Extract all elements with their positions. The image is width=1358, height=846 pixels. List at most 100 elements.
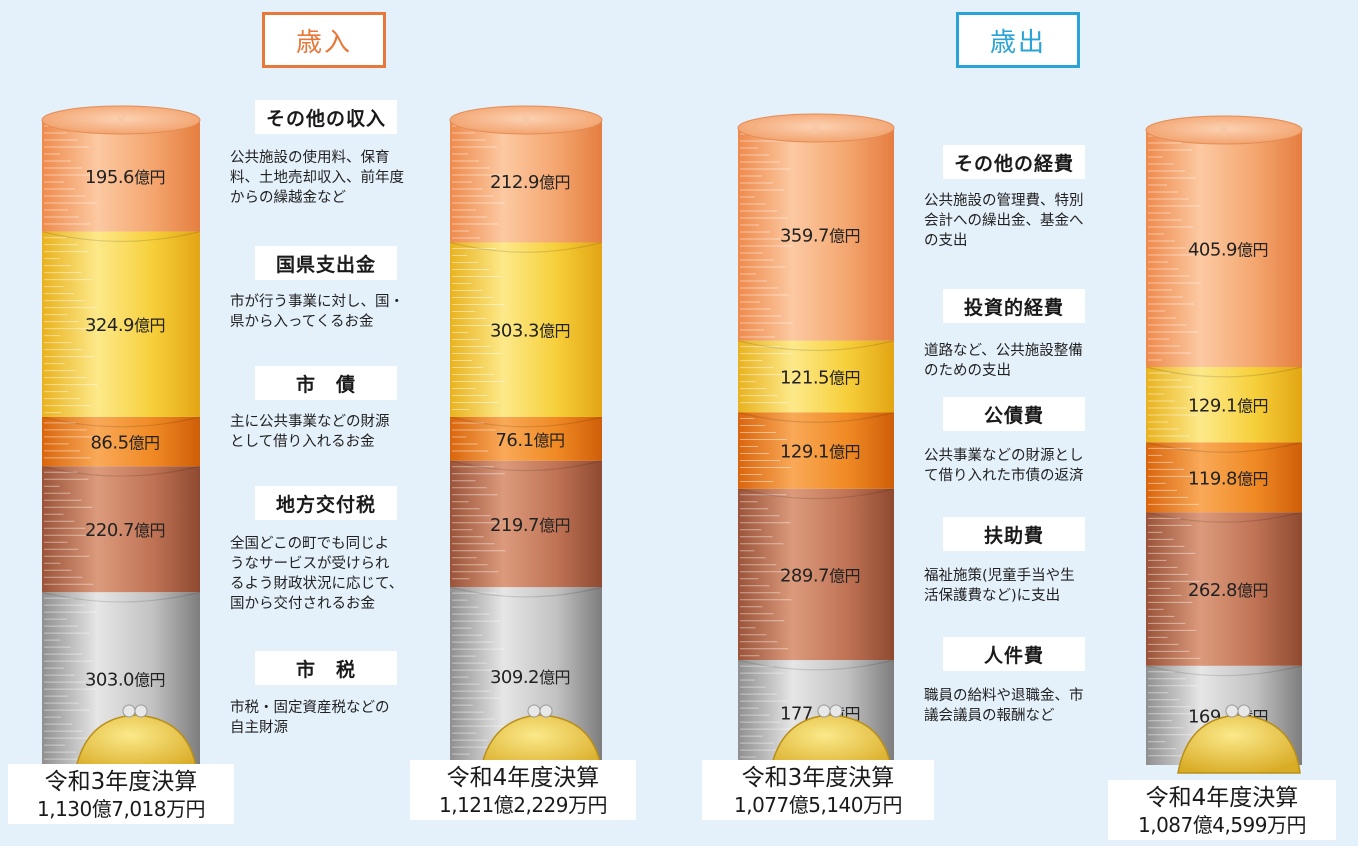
value-label: 129.1億円: [1188, 396, 1268, 417]
expenditure-heading: 歳出: [956, 12, 1080, 68]
coin-top-face: [449, 105, 603, 135]
caption-revenue-r4: 令和4年度決算 1,121億2,229万円: [410, 760, 636, 820]
expenditure-cat-other-desc: 公共施設の管理費、特別 会計への繰出金、基金へ の支出: [924, 193, 1084, 249]
revenue-cat-grants: 国県支出金: [255, 246, 397, 280]
expenditure-cat-personnel-desc: 職員の給料や退職金、市 議会議員の報酬など: [924, 688, 1084, 724]
segment-boundary: [449, 586, 603, 598]
stack-segment: [1146, 367, 1302, 443]
stack-segment: [738, 488, 894, 661]
coin-stack-0: ¥303.0億円 220.7億円 86.5億円 324.9億円 195.6億円: [41, 105, 201, 774]
value-label: 121.5億円: [780, 368, 860, 389]
expenditure-cat-investment-desc: 道路など、公共施設整備 のための支出: [924, 343, 1083, 379]
expenditure-cat-debt-service-desc: 公共事業などの財源とし て借り入れた市債の返済: [924, 448, 1084, 484]
coin-stack-1: ¥309.2億円 219.7億円 76.1億円 303.3億円 212.9億円: [449, 105, 603, 774]
coin-purse: [74, 714, 198, 774]
stack-segment: [738, 128, 894, 341]
stack-segment: [450, 120, 602, 243]
value-label: 195.6億円: [85, 167, 165, 188]
coin-top-face: [1145, 115, 1303, 145]
stack-segment: [738, 340, 894, 413]
purse-clasp-ball: [829, 704, 843, 718]
value-label: 220.7億円: [85, 520, 165, 541]
segment-boundary: [449, 460, 603, 472]
yen-mark: ¥: [810, 118, 821, 139]
segment-boundary: [1145, 366, 1303, 378]
value-label: 303.3億円: [490, 321, 570, 342]
stack-segment: [42, 120, 200, 232]
segment-boundary: [737, 659, 895, 671]
value-label: 309.2億円: [490, 667, 570, 688]
caption-total: 1,130億7,018万円: [36, 797, 206, 821]
purse-clasp-ball: [817, 704, 831, 718]
revenue-heading: 歳入: [262, 12, 386, 68]
coin-purse: [1177, 714, 1301, 774]
segment-boundary: [449, 241, 603, 253]
value-label: 76.1億円: [495, 430, 564, 451]
expenditure-cat-welfare: 扶助費: [943, 517, 1085, 551]
expenditure-cat-investment: 投資的経費: [943, 289, 1085, 323]
caption-title: 令和3年度決算: [741, 765, 895, 791]
value-label: 212.9億円: [490, 172, 570, 193]
caption-title: 令和3年度決算: [44, 769, 198, 795]
segment-boundary: [449, 416, 603, 428]
value-label: 289.7億円: [780, 565, 860, 586]
value-label: 129.1億円: [780, 442, 860, 463]
caption-expenditure-r3: 令和3年度決算 1,077億5,140万円: [702, 760, 934, 820]
expenditure-cat-debt-service: 公債費: [943, 397, 1085, 431]
segment-boundary: [737, 411, 895, 423]
purse-clasp-ball: [134, 704, 148, 718]
stack-segment: [450, 416, 602, 461]
value-label: 303.0億円: [85, 670, 165, 691]
value-label: 262.8億円: [1188, 580, 1268, 601]
yen-mark: ¥: [1218, 120, 1229, 141]
stack-segment: [42, 466, 200, 593]
value-label: 405.9億円: [1188, 240, 1268, 261]
revenue-cat-other-desc: 公共施設の使用料、保育 料、土地売却収入、前年度 からの繰越金など: [230, 150, 404, 206]
revenue-cat-city-tax-desc: 市税・固定資産税などの 自主財源: [230, 700, 390, 736]
caption-total: 1,121億2,229万円: [438, 793, 608, 817]
revenue-cat-other: その他の収入: [255, 100, 397, 134]
caption-total: 1,087億4,599万円: [1137, 813, 1307, 837]
revenue-cat-allocation-tax-desc: 全国どこの町でも同じよ うなサービスが受けられ るよう財政状況に応じて、 国から…: [230, 536, 404, 612]
purse-clasp-ball: [1225, 704, 1239, 718]
purse-clasp-ball: [1237, 704, 1251, 718]
stack-segment: [450, 460, 602, 588]
value-label: 119.8億円: [1188, 468, 1268, 489]
yen-mark: ¥: [520, 110, 531, 131]
expenditure-cat-welfare-desc: 福祉施策(児童手当や生 活保護費など)に支出: [924, 568, 1075, 604]
value-label: 86.5億円: [90, 433, 159, 454]
stack-segment: [42, 231, 200, 417]
purse-clasp-ball: [539, 704, 553, 718]
coin-top-face: [41, 105, 201, 135]
revenue-cat-city-tax: 市 税: [255, 651, 397, 685]
coin-top-face: [737, 113, 895, 143]
caption-title: 令和4年度決算: [446, 765, 600, 791]
purse-clasp-ball: [122, 704, 136, 718]
expenditure-cat-other: その他の経費: [943, 145, 1085, 179]
purse-clasp-ball: [527, 704, 541, 718]
segment-boundary: [41, 591, 201, 603]
segment-boundary: [1145, 441, 1303, 453]
caption-revenue-r3: 令和3年度決算 1,130億7,018万円: [8, 764, 234, 824]
caption-total: 1,077億5,140万円: [733, 793, 903, 817]
caption-expenditure-r4: 令和4年度決算 1,087億4,599万円: [1108, 780, 1336, 840]
caption-title: 令和4年度決算: [1145, 785, 1299, 811]
segment-boundary: [41, 230, 201, 242]
stack-segment: [1146, 442, 1302, 513]
value-label: 324.9億円: [85, 315, 165, 336]
stack-segment: [738, 412, 894, 489]
revenue-cat-allocation-tax: 地方交付税: [255, 486, 397, 520]
coin-purse: [769, 714, 893, 774]
segment-boundary: [737, 340, 895, 351]
segment-boundary: [1145, 665, 1303, 677]
value-label: 219.7億円: [490, 515, 570, 536]
revenue-cat-grants-desc: 市が行う事業に対し、国・ 県から入ってくるお金: [230, 294, 404, 330]
segment-boundary: [1145, 511, 1303, 523]
segment-boundary: [41, 416, 201, 428]
segment-boundary: [737, 488, 895, 500]
expenditure-cat-personnel: 人件費: [943, 637, 1085, 671]
coin-purse: [479, 714, 603, 774]
